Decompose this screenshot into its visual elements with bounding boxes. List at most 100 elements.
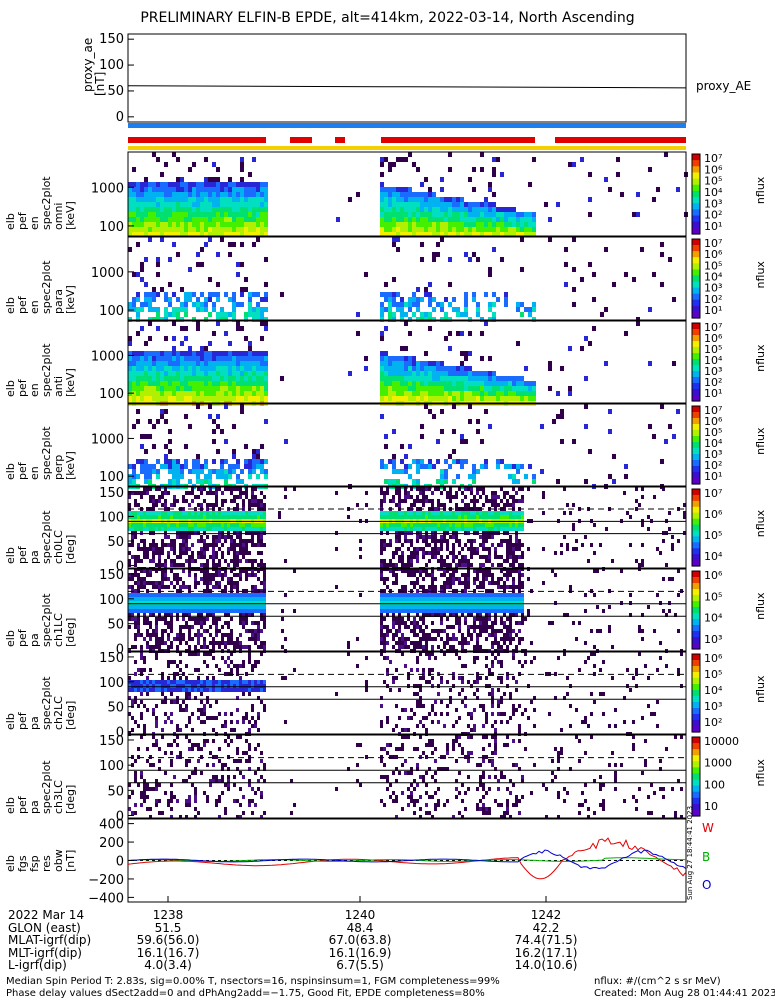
spectrogram-cell [149,581,152,585]
spectrogram-cell [464,356,468,361]
spectrogram-cell [140,527,143,531]
spectrogram-cell [158,499,161,503]
spectrogram-cell [230,581,233,585]
spectrogram-cell [569,511,572,515]
spectrogram-cell [420,192,424,197]
spectrogram-cell [137,515,140,519]
spectrogram-cell [155,499,158,503]
spectrogram-cell [161,617,164,621]
spectrogram-cell [132,197,136,202]
spectrogram-cell [192,182,196,187]
spectrogram-cell [200,551,203,555]
spectrogram-cell [467,559,470,563]
spectrogram-cell [140,202,144,207]
spectrogram-cell [467,581,470,585]
spectrogram-cell [500,217,504,222]
spectrogram-cell [280,376,284,381]
spectrogram-cell [185,551,188,555]
spectrogram-cell [404,207,408,212]
spectrogram-cell [492,247,496,252]
spectrogram-cell [482,539,485,543]
spectrogram-cell [212,621,215,625]
spectrogram-cell [496,391,500,396]
spectrogram-cell [136,222,140,227]
spectrogram-cell [401,641,404,645]
spectrogram-cell [146,555,149,559]
spectrogram-cell [484,371,488,376]
spectrogram-cell [224,222,228,227]
spectrogram-cell [203,593,206,597]
spectrogram-cell [398,597,401,601]
spectrogram-cell [168,386,172,391]
spectrogram-cell [512,227,516,232]
spectrogram-cell [232,386,236,391]
spectrogram-cell [428,543,431,547]
spectrogram-cell [424,376,428,381]
spectrogram-cell [436,361,440,366]
spectrogram-cell [200,625,203,629]
spectrogram-cell [446,605,449,609]
spectrogram-cell [236,207,240,212]
spectrogram-cell [137,547,140,551]
spectrogram-cell [380,212,384,217]
spectrogram-cell [491,601,494,605]
spectrogram-cell [260,312,264,317]
spectrogram-cell [256,351,260,356]
spectrogram-cell [389,569,392,573]
spectrogram-cell [444,212,448,217]
spectrogram-cell [263,573,266,577]
spectrogram-cell [137,601,140,605]
spectrogram-cell [476,551,479,555]
spectrogram-cell [263,527,266,531]
spectrogram-cell [408,212,412,217]
spectrogram-cell [128,376,132,381]
spectrogram-cell [434,593,437,597]
spectrogram-cell [242,491,245,495]
energy-tick-label: 100 [99,387,124,402]
spectrogram-cell [440,629,443,633]
spectrogram-cell [232,449,236,454]
spectrogram-cell [383,559,386,563]
spectrogram-cell [173,539,176,543]
colorbar-segment [692,489,700,496]
spectrogram-cell [132,469,136,474]
spectrogram-cell [380,162,384,167]
spectrogram-cell [160,187,164,192]
spectrogram-cell [156,312,160,317]
spectrogram-cell [188,297,192,302]
spectrogram-cell [506,499,509,503]
spectrogram-cell [140,645,143,649]
spectrogram-cell [263,511,266,515]
colorbar-segment [692,448,700,455]
spectrogram-cell [245,621,248,625]
spectrogram-cell [144,341,148,346]
spectrogram-cell [396,237,400,242]
spectrogram-cell [528,391,532,396]
spectrogram-cell [432,297,436,302]
spectrogram-cell [236,479,240,484]
spectrogram-cell [395,535,398,539]
spectrogram-cell [264,297,268,302]
spectrogram-cell [260,444,264,449]
spectrogram-cell [446,495,449,499]
spectrogram-cell [528,312,532,317]
spectrogram-cell [144,232,148,237]
spectrogram-cell [566,503,569,507]
spectrogram-cell [160,356,164,361]
spectrogram-cell [416,609,419,613]
spectrogram-cell [212,601,215,605]
spectrogram-cell [156,182,160,187]
spectrogram-cell [240,371,244,376]
spectrogram-cell [440,207,444,212]
spectrogram-cell [432,257,436,262]
spectrogram-cell [575,547,578,551]
spectrogram-cell [168,227,172,232]
spectrogram-cell [164,351,168,356]
spectrogram-cell [410,601,413,605]
spectrogram-cell [148,302,152,307]
spectrogram-cell [148,187,152,192]
spectrogram-cell [560,439,564,444]
spectrogram-cell [392,563,395,567]
spectrogram-cell [408,371,412,376]
spectrogram-cell [476,617,479,621]
